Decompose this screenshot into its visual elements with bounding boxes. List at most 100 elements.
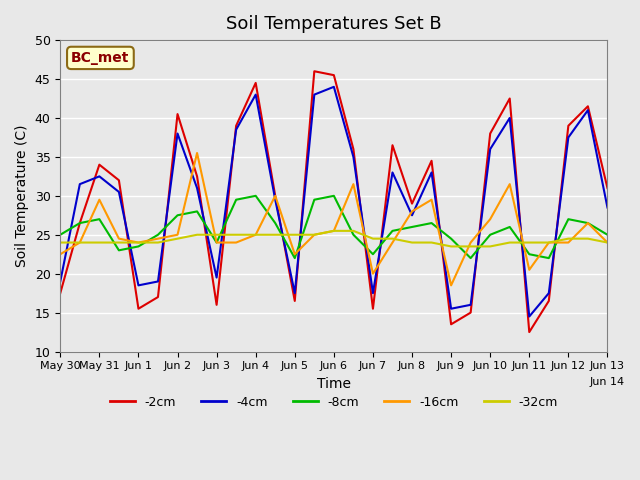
-4cm bbox=[154, 278, 162, 284]
Line: -32cm: -32cm bbox=[60, 231, 607, 246]
-8cm bbox=[584, 220, 592, 226]
-32cm bbox=[369, 236, 377, 241]
-2cm bbox=[134, 306, 142, 312]
-4cm bbox=[584, 108, 592, 113]
-16cm bbox=[154, 236, 162, 241]
-16cm bbox=[467, 240, 474, 245]
-16cm bbox=[545, 240, 553, 245]
-32cm bbox=[134, 240, 142, 245]
-8cm bbox=[428, 220, 435, 226]
-4cm bbox=[447, 306, 455, 312]
-2cm bbox=[428, 158, 435, 164]
-32cm bbox=[232, 232, 240, 238]
-2cm bbox=[467, 310, 474, 315]
-2cm bbox=[193, 173, 201, 179]
-8cm bbox=[525, 252, 533, 257]
-8cm bbox=[604, 232, 611, 238]
-32cm bbox=[604, 240, 611, 245]
-4cm bbox=[95, 173, 103, 179]
-32cm bbox=[76, 240, 84, 245]
-16cm bbox=[369, 271, 377, 276]
-4cm bbox=[76, 181, 84, 187]
Line: -16cm: -16cm bbox=[60, 153, 607, 285]
-32cm bbox=[330, 228, 338, 234]
Text: BC_met: BC_met bbox=[71, 51, 129, 65]
-32cm bbox=[584, 236, 592, 241]
-32cm bbox=[349, 228, 357, 234]
-4cm bbox=[193, 185, 201, 191]
-4cm bbox=[232, 127, 240, 132]
-8cm bbox=[291, 255, 299, 261]
-4cm bbox=[604, 204, 611, 210]
-8cm bbox=[252, 193, 260, 199]
-8cm bbox=[408, 224, 416, 230]
-4cm bbox=[212, 275, 220, 280]
-16cm bbox=[232, 240, 240, 245]
-4cm bbox=[506, 115, 513, 121]
-16cm bbox=[76, 240, 84, 245]
-8cm bbox=[506, 224, 513, 230]
-32cm bbox=[428, 240, 435, 245]
-32cm bbox=[56, 240, 64, 245]
-8cm bbox=[154, 232, 162, 238]
-8cm bbox=[310, 197, 318, 203]
-16cm bbox=[291, 252, 299, 257]
-32cm bbox=[252, 232, 260, 238]
-4cm bbox=[408, 213, 416, 218]
-32cm bbox=[545, 240, 553, 245]
Legend: -2cm, -4cm, -8cm, -16cm, -32cm: -2cm, -4cm, -8cm, -16cm, -32cm bbox=[105, 391, 563, 414]
-2cm bbox=[604, 185, 611, 191]
-32cm bbox=[291, 232, 299, 238]
-16cm bbox=[408, 208, 416, 214]
-16cm bbox=[349, 181, 357, 187]
-8cm bbox=[388, 228, 396, 234]
-16cm bbox=[212, 240, 220, 245]
X-axis label: Time: Time bbox=[317, 377, 351, 391]
-16cm bbox=[115, 236, 123, 241]
-4cm bbox=[388, 169, 396, 175]
-16cm bbox=[428, 197, 435, 203]
-8cm bbox=[349, 232, 357, 238]
-8cm bbox=[369, 252, 377, 257]
-2cm bbox=[56, 290, 64, 296]
-4cm bbox=[545, 290, 553, 296]
-32cm bbox=[193, 232, 201, 238]
-8cm bbox=[134, 243, 142, 249]
-4cm bbox=[525, 313, 533, 319]
-32cm bbox=[310, 232, 318, 238]
-8cm bbox=[486, 232, 494, 238]
-32cm bbox=[408, 240, 416, 245]
-2cm bbox=[369, 306, 377, 312]
-2cm bbox=[95, 162, 103, 168]
-4cm bbox=[486, 146, 494, 152]
-8cm bbox=[564, 216, 572, 222]
-2cm bbox=[291, 298, 299, 304]
-2cm bbox=[525, 329, 533, 335]
-2cm bbox=[115, 178, 123, 183]
-4cm bbox=[349, 154, 357, 160]
-16cm bbox=[564, 240, 572, 245]
-2cm bbox=[252, 80, 260, 86]
-2cm bbox=[310, 68, 318, 74]
-2cm bbox=[330, 72, 338, 78]
-4cm bbox=[369, 290, 377, 296]
-16cm bbox=[193, 150, 201, 156]
-8cm bbox=[232, 197, 240, 203]
-8cm bbox=[76, 220, 84, 226]
-32cm bbox=[447, 243, 455, 249]
-8cm bbox=[212, 240, 220, 245]
-16cm bbox=[447, 282, 455, 288]
-4cm bbox=[252, 92, 260, 97]
-8cm bbox=[271, 220, 279, 226]
-8cm bbox=[115, 248, 123, 253]
-16cm bbox=[604, 240, 611, 245]
Text: Jun 14: Jun 14 bbox=[590, 376, 625, 386]
-16cm bbox=[95, 197, 103, 203]
-4cm bbox=[291, 290, 299, 296]
-4cm bbox=[173, 131, 181, 136]
Title: Soil Temperatures Set B: Soil Temperatures Set B bbox=[226, 15, 442, 33]
Y-axis label: Soil Temperature (C): Soil Temperature (C) bbox=[15, 125, 29, 267]
-2cm bbox=[212, 302, 220, 308]
-8cm bbox=[467, 255, 474, 261]
-16cm bbox=[310, 232, 318, 238]
